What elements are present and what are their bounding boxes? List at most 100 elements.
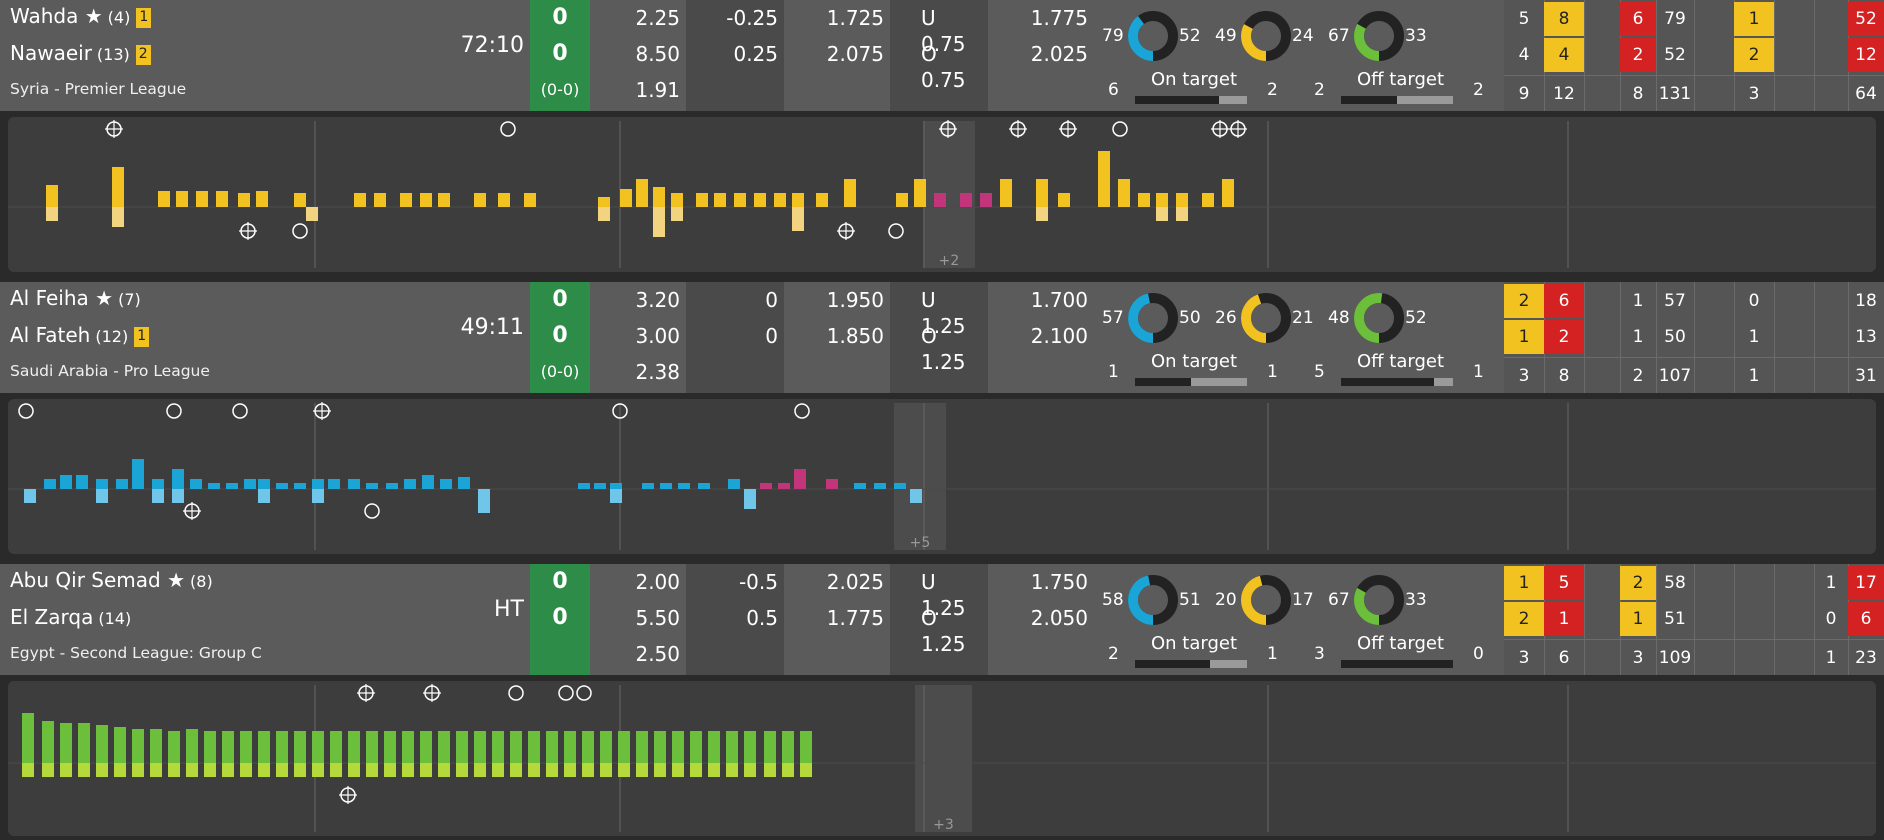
timeline-bar bbox=[654, 731, 666, 763]
timeline-bar bbox=[276, 731, 288, 763]
odds-value[interactable]: 2.025 bbox=[1030, 42, 1088, 66]
odds-value[interactable]: -0.5 bbox=[738, 570, 778, 594]
odds-value[interactable]: 3.20 bbox=[635, 288, 680, 312]
stat-right-value: 2 bbox=[1267, 80, 1278, 100]
odds-value[interactable]: 2.00 bbox=[635, 570, 680, 594]
odds-value[interactable]: 8.50 bbox=[635, 42, 680, 66]
odds-column-c[interactable]: 1.725 2.075 bbox=[784, 0, 890, 111]
odds-value[interactable]: 2.075 bbox=[826, 42, 884, 66]
home-team[interactable]: Al Feiha ★ (7) bbox=[10, 285, 141, 313]
league-name[interactable]: Egypt - Second League: Group C bbox=[10, 644, 262, 662]
extra-time-label: +3 bbox=[933, 817, 954, 833]
away-team[interactable]: El Zarqa (14) bbox=[10, 604, 131, 632]
match-row[interactable]: Abu Qir Semad ★ (8) El Zarqa (14) Egypt - Se… bbox=[0, 564, 1884, 675]
timeline-bar bbox=[1036, 179, 1048, 207]
stat-left-value: 48 bbox=[1328, 308, 1350, 328]
home-team-name[interactable]: Al Feiha ★ bbox=[10, 286, 114, 310]
odds-value[interactable]: 2.025 bbox=[826, 570, 884, 594]
timeline-strip[interactable]: +2 bbox=[8, 117, 1876, 272]
stats-grid: 1 2 3 5 1 6 2 1 3 58 51 109 1 0 1 17 6 23 bbox=[1504, 564, 1884, 675]
odds-value[interactable]: O 1.25 bbox=[921, 324, 966, 374]
odds-value[interactable]: 0 bbox=[765, 324, 778, 348]
stats-grid-cell bbox=[1814, 284, 1848, 318]
shot-icon bbox=[508, 685, 524, 701]
odds-column-c[interactable]: 2.025 1.775 bbox=[784, 564, 890, 675]
odds-value[interactable]: O 1.25 bbox=[921, 606, 966, 656]
odds-column-d[interactable]: U 1.25 O 1.25 bbox=[890, 282, 988, 393]
odds-value[interactable]: 1.775 bbox=[826, 606, 884, 630]
timeline-strip[interactable]: +3 bbox=[8, 681, 1876, 836]
stats-grid-cell: 50 bbox=[1664, 327, 1686, 347]
home-team-name[interactable]: Abu Qir Semad ★ bbox=[10, 568, 186, 592]
odds-value[interactable]: 2.25 bbox=[635, 6, 680, 30]
odds-value[interactable]: 1.950 bbox=[826, 288, 884, 312]
stat-left-value: 67 bbox=[1328, 590, 1350, 610]
away-team-name[interactable]: Nawaeir bbox=[10, 41, 92, 65]
odds-value[interactable]: U 1.25 bbox=[921, 288, 966, 338]
odds-value[interactable]: 5.50 bbox=[635, 606, 680, 630]
away-team-name[interactable]: Al Fateh bbox=[10, 323, 91, 347]
score-away: 0 bbox=[552, 41, 568, 66]
match-row[interactable]: Al Feiha ★ (7) Al Fateh (12) 1 Saudi Arabia -… bbox=[0, 282, 1884, 393]
away-share-fill bbox=[1219, 96, 1247, 104]
odds-value[interactable]: -0.25 bbox=[726, 6, 778, 30]
odds-value[interactable]: 3.00 bbox=[635, 324, 680, 348]
home-team-name[interactable]: Wahda ★ bbox=[10, 4, 103, 28]
timeline-bar bbox=[610, 489, 622, 503]
odds-value[interactable]: U 1.25 bbox=[921, 570, 966, 620]
timeline-bar bbox=[778, 483, 790, 489]
odds-value[interactable]: 1.700 bbox=[1030, 288, 1088, 312]
odds-column-e[interactable]: 1.775 2.025 bbox=[988, 0, 1094, 111]
odds-column-a[interactable]: 2.25 8.50 1.91 bbox=[590, 0, 686, 111]
away-team-name[interactable]: El Zarqa bbox=[10, 605, 94, 629]
odds-value[interactable]: 1.775 bbox=[1030, 6, 1088, 30]
timeline-bar bbox=[690, 731, 702, 763]
stats-grid-cell bbox=[1774, 2, 1814, 36]
away-team[interactable]: Al Fateh (12) 1 bbox=[10, 322, 150, 350]
timeline-bar bbox=[402, 763, 414, 777]
odds-value[interactable]: 1.91 bbox=[635, 78, 680, 102]
match-block: Wahda ★ (4) 1 Nawaeir (13) 2 Syria - Premier L… bbox=[0, 0, 1884, 282]
odds-column-e[interactable]: 1.700 2.100 bbox=[988, 282, 1094, 393]
odds-column-d[interactable]: U 1.25 O 1.25 bbox=[890, 564, 988, 675]
league-name[interactable]: Saudi Arabia - Pro League bbox=[10, 362, 210, 380]
odds-value[interactable]: 0.5 bbox=[746, 606, 778, 630]
timeline-bar bbox=[653, 187, 665, 207]
odds-column-b[interactable]: -0.25 0.25 bbox=[686, 0, 784, 111]
timeline-bar bbox=[456, 731, 468, 763]
away-team-rank: (14) bbox=[98, 609, 132, 628]
odds-value[interactable]: 1.850 bbox=[826, 324, 884, 348]
home-team[interactable]: Wahda ★ (4) 1 bbox=[10, 3, 152, 31]
league-name[interactable]: Syria - Premier League bbox=[10, 80, 187, 98]
odds-column-b[interactable]: -0.5 0.5 bbox=[686, 564, 784, 675]
odds-column-e[interactable]: 1.750 2.050 bbox=[988, 564, 1094, 675]
odds-value[interactable]: O 0.75 bbox=[921, 42, 966, 92]
odds-value[interactable]: 2.50 bbox=[635, 642, 680, 666]
odds-value[interactable]: 0.25 bbox=[733, 42, 778, 66]
stat-right-value: 2 bbox=[1473, 80, 1484, 100]
timeline-bar bbox=[294, 731, 306, 763]
odds-value[interactable]: 2.100 bbox=[1030, 324, 1088, 348]
odds-column-a[interactable]: 2.00 5.50 2.50 bbox=[590, 564, 686, 675]
stat-donut bbox=[1241, 293, 1291, 343]
timeline-strip[interactable]: +5 bbox=[8, 399, 1876, 554]
away-team[interactable]: Nawaeir (13) 2 bbox=[10, 40, 151, 68]
odds-column-c[interactable]: 1.950 1.850 bbox=[784, 282, 890, 393]
odds-value[interactable]: 2.38 bbox=[635, 360, 680, 384]
odds-value[interactable]: U 0.75 bbox=[921, 6, 966, 56]
score-column[interactable]: 0 0 (0-0) bbox=[530, 0, 590, 111]
timeline-bar bbox=[60, 475, 72, 489]
score-column[interactable]: 0 0 (0-0) bbox=[530, 282, 590, 393]
home-team[interactable]: Abu Qir Semad ★ (8) bbox=[10, 567, 213, 595]
match-row[interactable]: Wahda ★ (4) 1 Nawaeir (13) 2 Syria - Premier L… bbox=[0, 0, 1884, 111]
timeline-bar bbox=[564, 763, 576, 777]
odds-value[interactable]: 1.750 bbox=[1030, 570, 1088, 594]
odds-value[interactable]: 0 bbox=[765, 288, 778, 312]
odds-value[interactable]: 1.725 bbox=[826, 6, 884, 30]
odds-column-a[interactable]: 3.20 3.00 2.38 bbox=[590, 282, 686, 393]
odds-value[interactable]: 2.050 bbox=[1030, 606, 1088, 630]
stat-donut bbox=[1241, 11, 1291, 61]
odds-column-d[interactable]: U 0.75 O 0.75 bbox=[890, 0, 988, 111]
